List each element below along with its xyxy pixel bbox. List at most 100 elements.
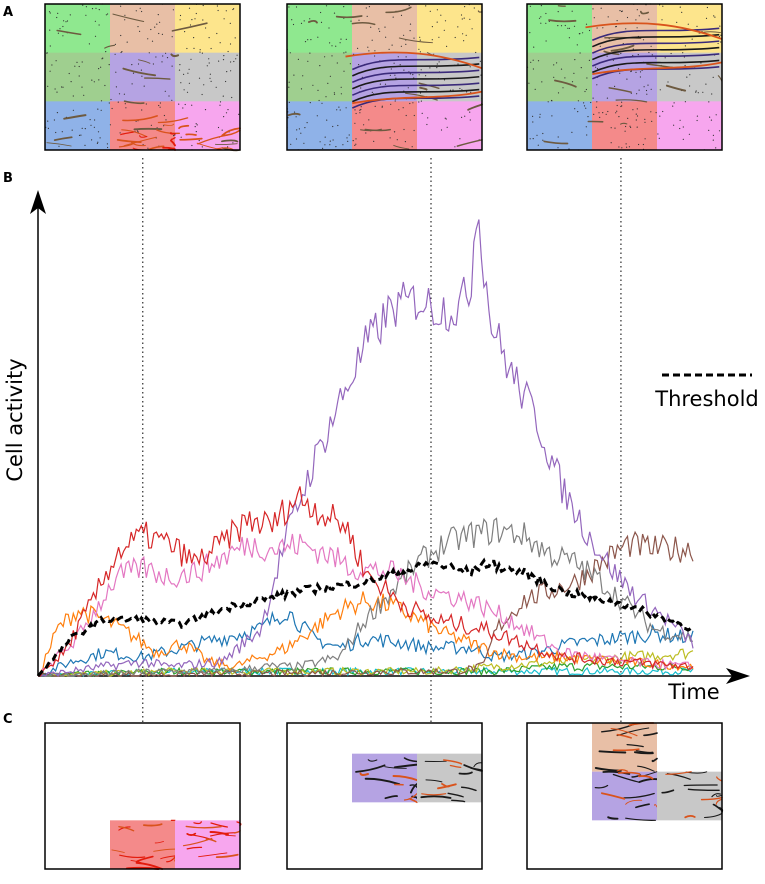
edge-dot — [404, 141, 406, 143]
edge-stroke — [170, 53, 180, 58]
edge-dot — [679, 127, 681, 130]
edge-dot — [578, 33, 581, 35]
edge-dot — [161, 61, 163, 63]
edge-stroke — [209, 831, 229, 836]
attention-frame-3 — [526, 722, 724, 870]
edge-dot — [171, 65, 173, 67]
edge-dot — [659, 115, 661, 117]
edge-dot — [619, 10, 621, 12]
edge-dot — [429, 10, 431, 12]
edge-dot — [195, 131, 197, 133]
edge-dot — [712, 76, 714, 78]
edge-stroke — [138, 59, 151, 64]
edge-dot — [586, 77, 588, 79]
edge-dot — [355, 112, 357, 115]
edge-stroke — [602, 770, 631, 775]
edge-dot — [85, 6, 87, 8]
edge-dot — [111, 107, 113, 110]
edge-dot — [124, 103, 126, 105]
edge-dot — [107, 146, 109, 149]
edge-dot — [171, 99, 173, 101]
edge-dot — [56, 91, 58, 93]
edge-dot — [204, 109, 207, 111]
edge-dot — [293, 74, 295, 76]
edge-dot — [158, 32, 160, 35]
edge-stroke — [360, 128, 382, 132]
edge-dot — [616, 104, 618, 107]
edge-dot — [616, 110, 618, 112]
edge-dot — [350, 20, 352, 22]
edge-dot — [713, 15, 715, 17]
edge-stroke — [56, 29, 82, 36]
edge-dot — [393, 62, 395, 64]
edge-dot — [389, 74, 391, 76]
edge-dot — [234, 37, 236, 39]
edge-dot — [370, 26, 372, 28]
edge-dot — [568, 27, 571, 29]
edge-stroke — [135, 861, 164, 870]
edge-dot — [545, 22, 547, 24]
edge-dot — [81, 86, 83, 88]
edge-dot — [440, 14, 442, 16]
edge-dot — [226, 71, 228, 73]
edge-dot — [409, 73, 411, 75]
edge-dot — [378, 28, 380, 30]
edge-dot — [288, 101, 290, 103]
edge-dot — [340, 93, 342, 95]
edge-stroke — [116, 139, 142, 143]
edge-dot — [189, 24, 192, 26]
edge-stroke — [112, 13, 145, 23]
edge-stroke — [205, 838, 217, 843]
edge-stroke — [384, 795, 398, 800]
edge-dot — [72, 95, 74, 97]
edge-dot — [217, 9, 219, 12]
edge-dot — [650, 45, 652, 47]
edge-dot — [711, 93, 713, 95]
input-frame-2 — [286, 3, 483, 151]
edge-dot — [425, 5, 427, 7]
edge-dot — [592, 8, 594, 10]
edge-stroke — [154, 841, 164, 844]
edge-stroke — [169, 132, 176, 135]
edge-dot — [682, 126, 684, 128]
edge-dot — [606, 55, 608, 57]
edge-dot — [412, 102, 414, 104]
edge-dot — [94, 20, 96, 22]
edge-dot — [327, 82, 329, 84]
edge-dot — [585, 23, 588, 25]
edge-dot — [588, 29, 591, 32]
edge-dot — [55, 60, 57, 62]
edge-dot — [708, 101, 710, 103]
edge-dot — [355, 143, 357, 145]
edge-dot — [657, 133, 659, 135]
edge-dot — [436, 21, 438, 23]
edge-stroke — [215, 853, 239, 859]
edge-stroke — [163, 123, 175, 126]
edge-dot — [340, 86, 342, 88]
edge-stroke — [598, 750, 627, 754]
edge-dot — [638, 89, 640, 91]
edge-stroke — [460, 786, 477, 792]
edge-dot — [141, 109, 143, 111]
edge-stroke — [449, 764, 462, 769]
edge-dot — [198, 77, 201, 79]
edge-dot — [718, 130, 721, 132]
edge-dot — [469, 111, 471, 113]
edge-dot — [188, 68, 190, 70]
edge-dot — [397, 56, 399, 58]
edge-dot — [582, 32, 584, 34]
edge-dot — [392, 16, 394, 18]
edge-dot — [658, 137, 660, 139]
edge-stroke — [700, 796, 723, 801]
edge-stroke — [178, 124, 190, 130]
edge-dot — [405, 56, 407, 58]
edge-dot — [564, 24, 566, 27]
edge-dot — [632, 48, 634, 50]
edge-dot — [57, 12, 59, 14]
edge-dot — [137, 63, 140, 65]
edge-dot — [717, 42, 719, 45]
edge-stroke — [148, 145, 165, 151]
edge-dot — [142, 144, 144, 146]
edge-dot — [541, 81, 543, 83]
edge-stroke — [419, 86, 428, 91]
